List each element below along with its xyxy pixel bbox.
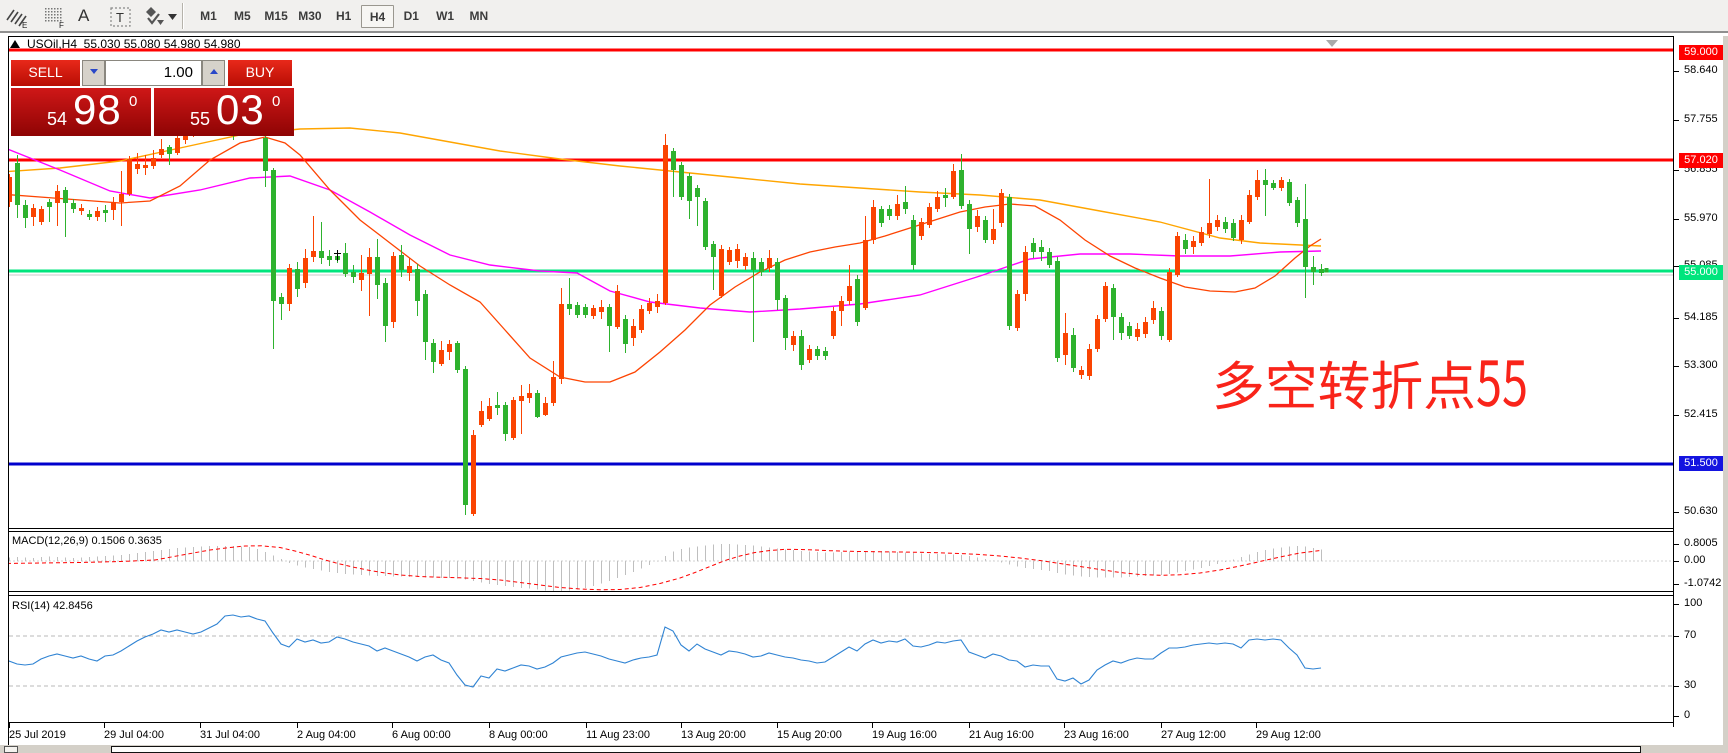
svg-text:T: T [116, 10, 124, 25]
svg-text:F: F [59, 21, 64, 30]
svg-text:E: E [22, 21, 27, 30]
